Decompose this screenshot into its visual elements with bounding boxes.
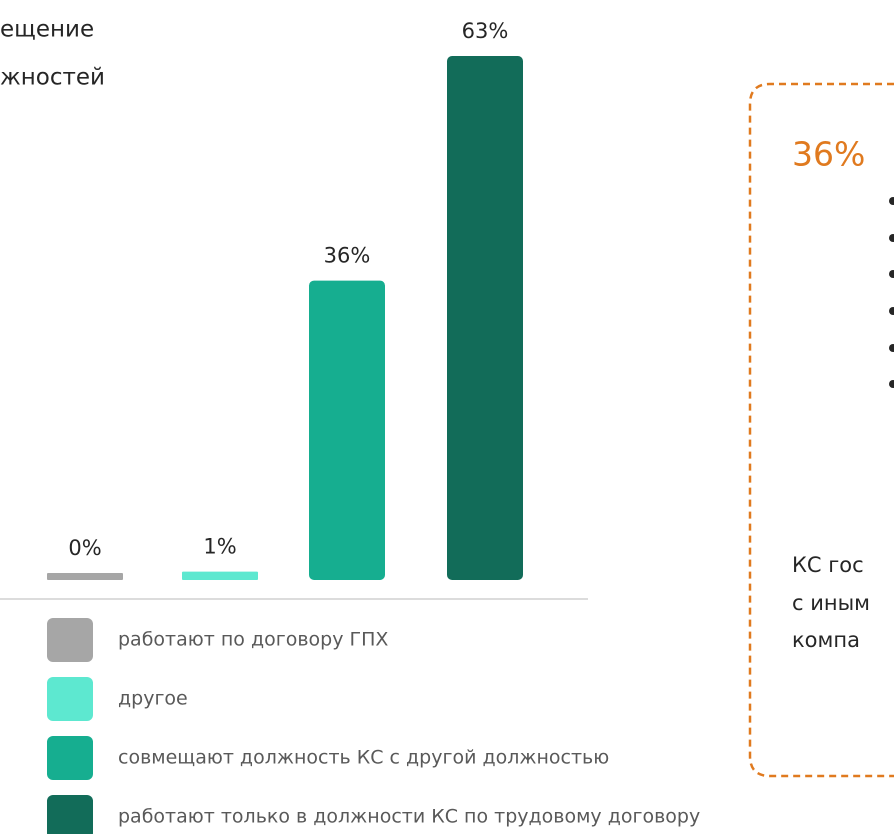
title-fragment: жностей (0, 65, 105, 91)
callout-box (748, 82, 894, 778)
legend-label: работают по договору ГПХ (118, 629, 388, 651)
bullet (889, 270, 894, 278)
bar (447, 56, 523, 580)
legend-label: работают только в должности КС по трудов… (118, 806, 700, 828)
callout-highlight: 36% (792, 135, 865, 174)
bullet (889, 307, 894, 315)
data-label: 1% (203, 535, 236, 559)
legend-label: совмещают должность КС с другой должност… (118, 747, 609, 769)
data-label: 36% (324, 244, 371, 268)
legend-label: другое (118, 688, 188, 710)
callout-line: с иным (792, 591, 870, 615)
data-label: 63% (462, 19, 509, 43)
bar (309, 280, 385, 580)
callout-line: КС гос (792, 553, 864, 577)
bullet (889, 344, 894, 352)
legend-swatch (47, 618, 93, 662)
bar (47, 573, 123, 580)
callout-line: компа (792, 628, 860, 652)
data-label: 0% (68, 536, 101, 560)
bullet (889, 380, 894, 388)
bullet (889, 197, 894, 205)
legend-swatch (47, 795, 93, 834)
legend-swatch (47, 736, 93, 780)
title-fragment: ещение (0, 17, 94, 43)
bar (182, 571, 258, 580)
bullet (889, 234, 894, 242)
bullets (889, 197, 894, 388)
legend-swatch (47, 677, 93, 721)
